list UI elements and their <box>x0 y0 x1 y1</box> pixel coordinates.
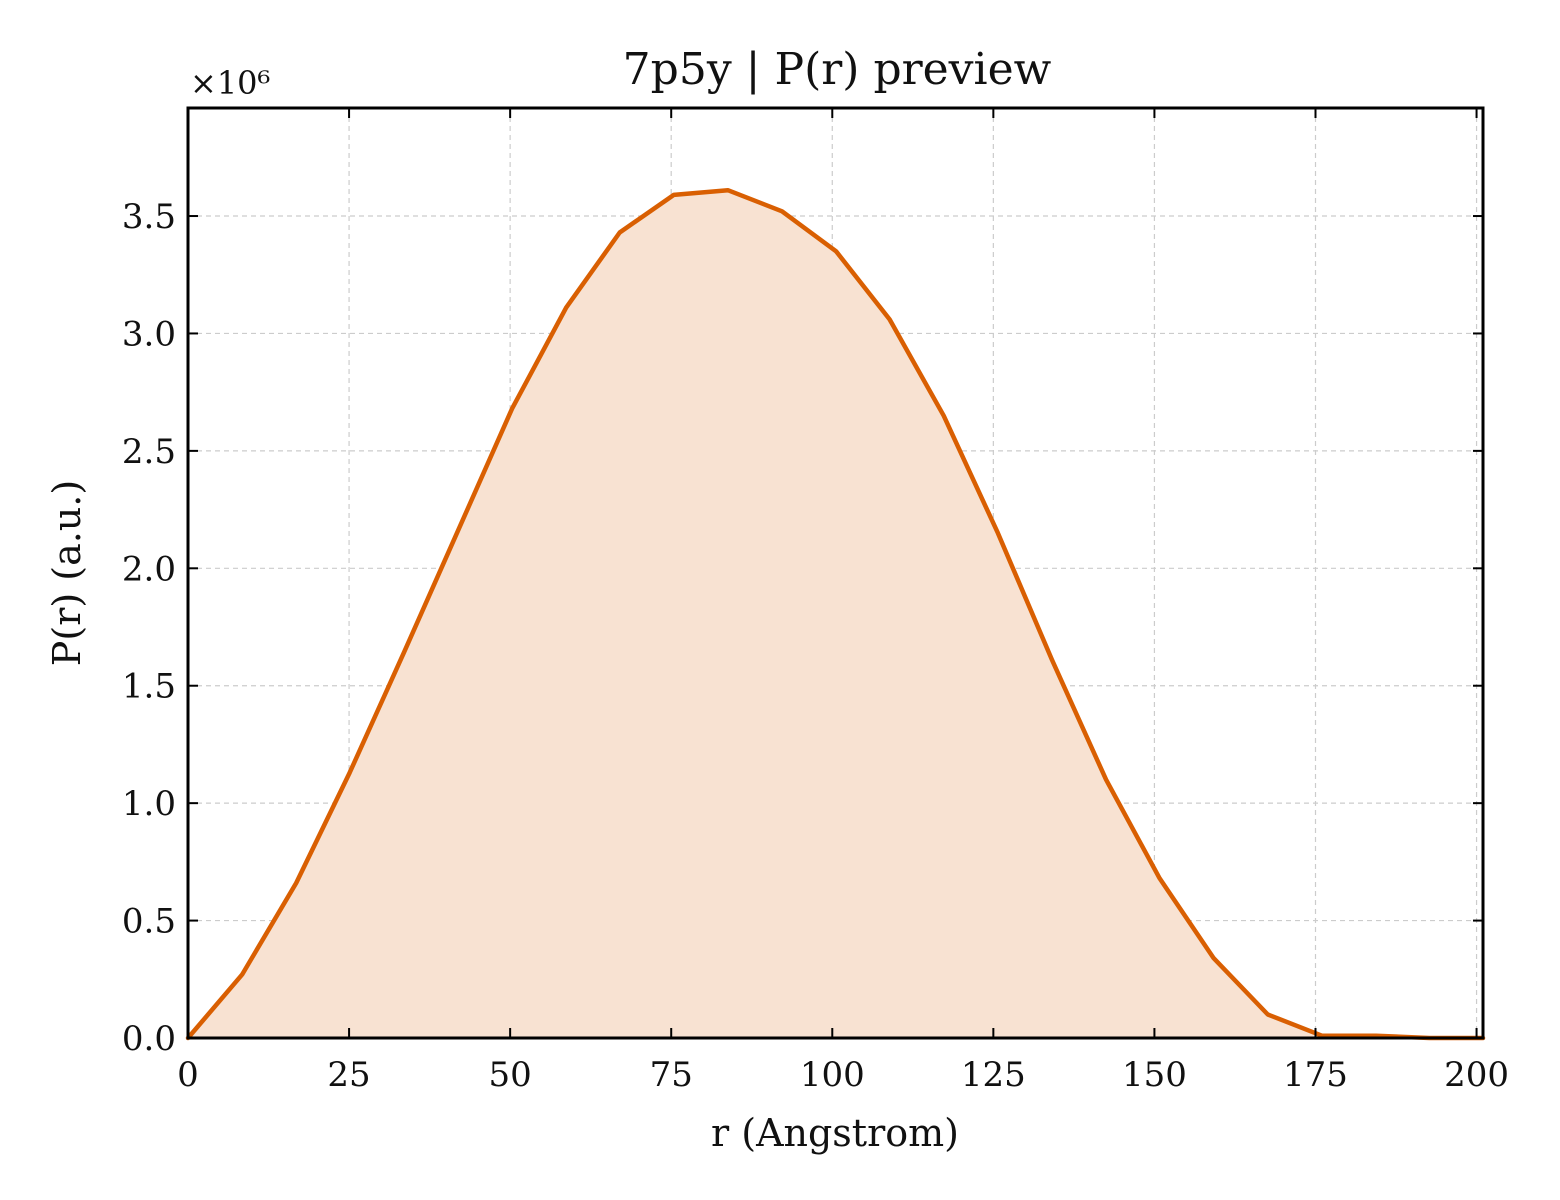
x-tick-label: 125 <box>961 1055 1026 1095</box>
x-tick-label: 25 <box>327 1055 370 1095</box>
y-multiplier-label: ×10⁶ <box>190 64 270 102</box>
tick-layer: 0 25 50 75 100 125 150 175 200 0.0 0.5 1.0 1.5 2.0 2.5… <box>122 108 1509 1095</box>
y-axis-label: P(r) (a.u.) <box>45 480 89 666</box>
series-layer <box>185 187 1486 1041</box>
chart-title: 7p5y | P(r) preview <box>623 44 1052 95</box>
y-tick-label: 1.5 <box>122 667 176 707</box>
x-tick-label: 0 <box>177 1055 199 1095</box>
y-tick-label: 0.5 <box>122 902 176 942</box>
y-tick-label: 3.0 <box>122 314 176 354</box>
x-tick-label: 75 <box>650 1055 693 1095</box>
y-tick-label: 0.0 <box>122 1019 176 1059</box>
y-tick-label: 2.5 <box>122 432 176 472</box>
x-axis-label: r (Angstrom) <box>711 1111 959 1155</box>
x-tick-label: 200 <box>1444 1055 1509 1095</box>
plot-frame <box>186 106 1485 1040</box>
series-area-fill <box>188 190 1483 1038</box>
x-tick-label: 50 <box>489 1055 532 1095</box>
x-tick-label: 175 <box>1283 1055 1348 1095</box>
x-tick-label: 150 <box>1122 1055 1187 1095</box>
y-tick-label: 3.5 <box>122 197 176 237</box>
x-tick-label: 100 <box>800 1055 865 1095</box>
y-tick-label: 1.0 <box>122 784 176 824</box>
series-line <box>185 187 1486 1041</box>
y-tick-label: 2.0 <box>122 549 176 589</box>
